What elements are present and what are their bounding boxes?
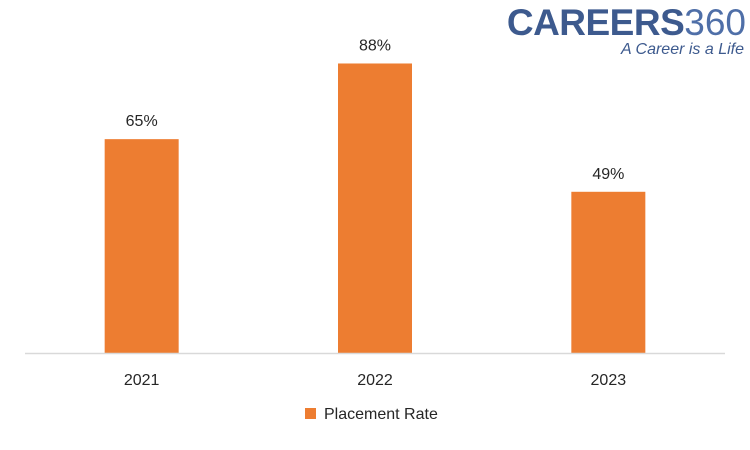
- legend-swatch: [305, 408, 316, 419]
- legend-label: Placement Rate: [324, 406, 438, 423]
- data-label-2021: 65%: [126, 113, 158, 130]
- careers360-logo: CAREERS360 A Career is a Life: [507, 4, 746, 64]
- logo-wordmark: CAREERS360: [507, 4, 746, 41]
- data-label-2022: 88%: [359, 37, 391, 54]
- x-tick-label-2021: 2021: [124, 372, 160, 389]
- data-label-2023: 49%: [592, 166, 624, 183]
- logo-brand-text: CAREERS: [506, 2, 685, 43]
- logo-number-text: 360: [684, 2, 746, 43]
- bar-2021: [104, 139, 179, 353]
- bar-2022: [338, 63, 412, 353]
- x-tick-label-2023: 2023: [591, 372, 627, 389]
- logo-tagline: A Career is a Life: [620, 41, 744, 58]
- bar-2023: [571, 191, 646, 353]
- x-tick-label-2022: 2022: [357, 372, 393, 389]
